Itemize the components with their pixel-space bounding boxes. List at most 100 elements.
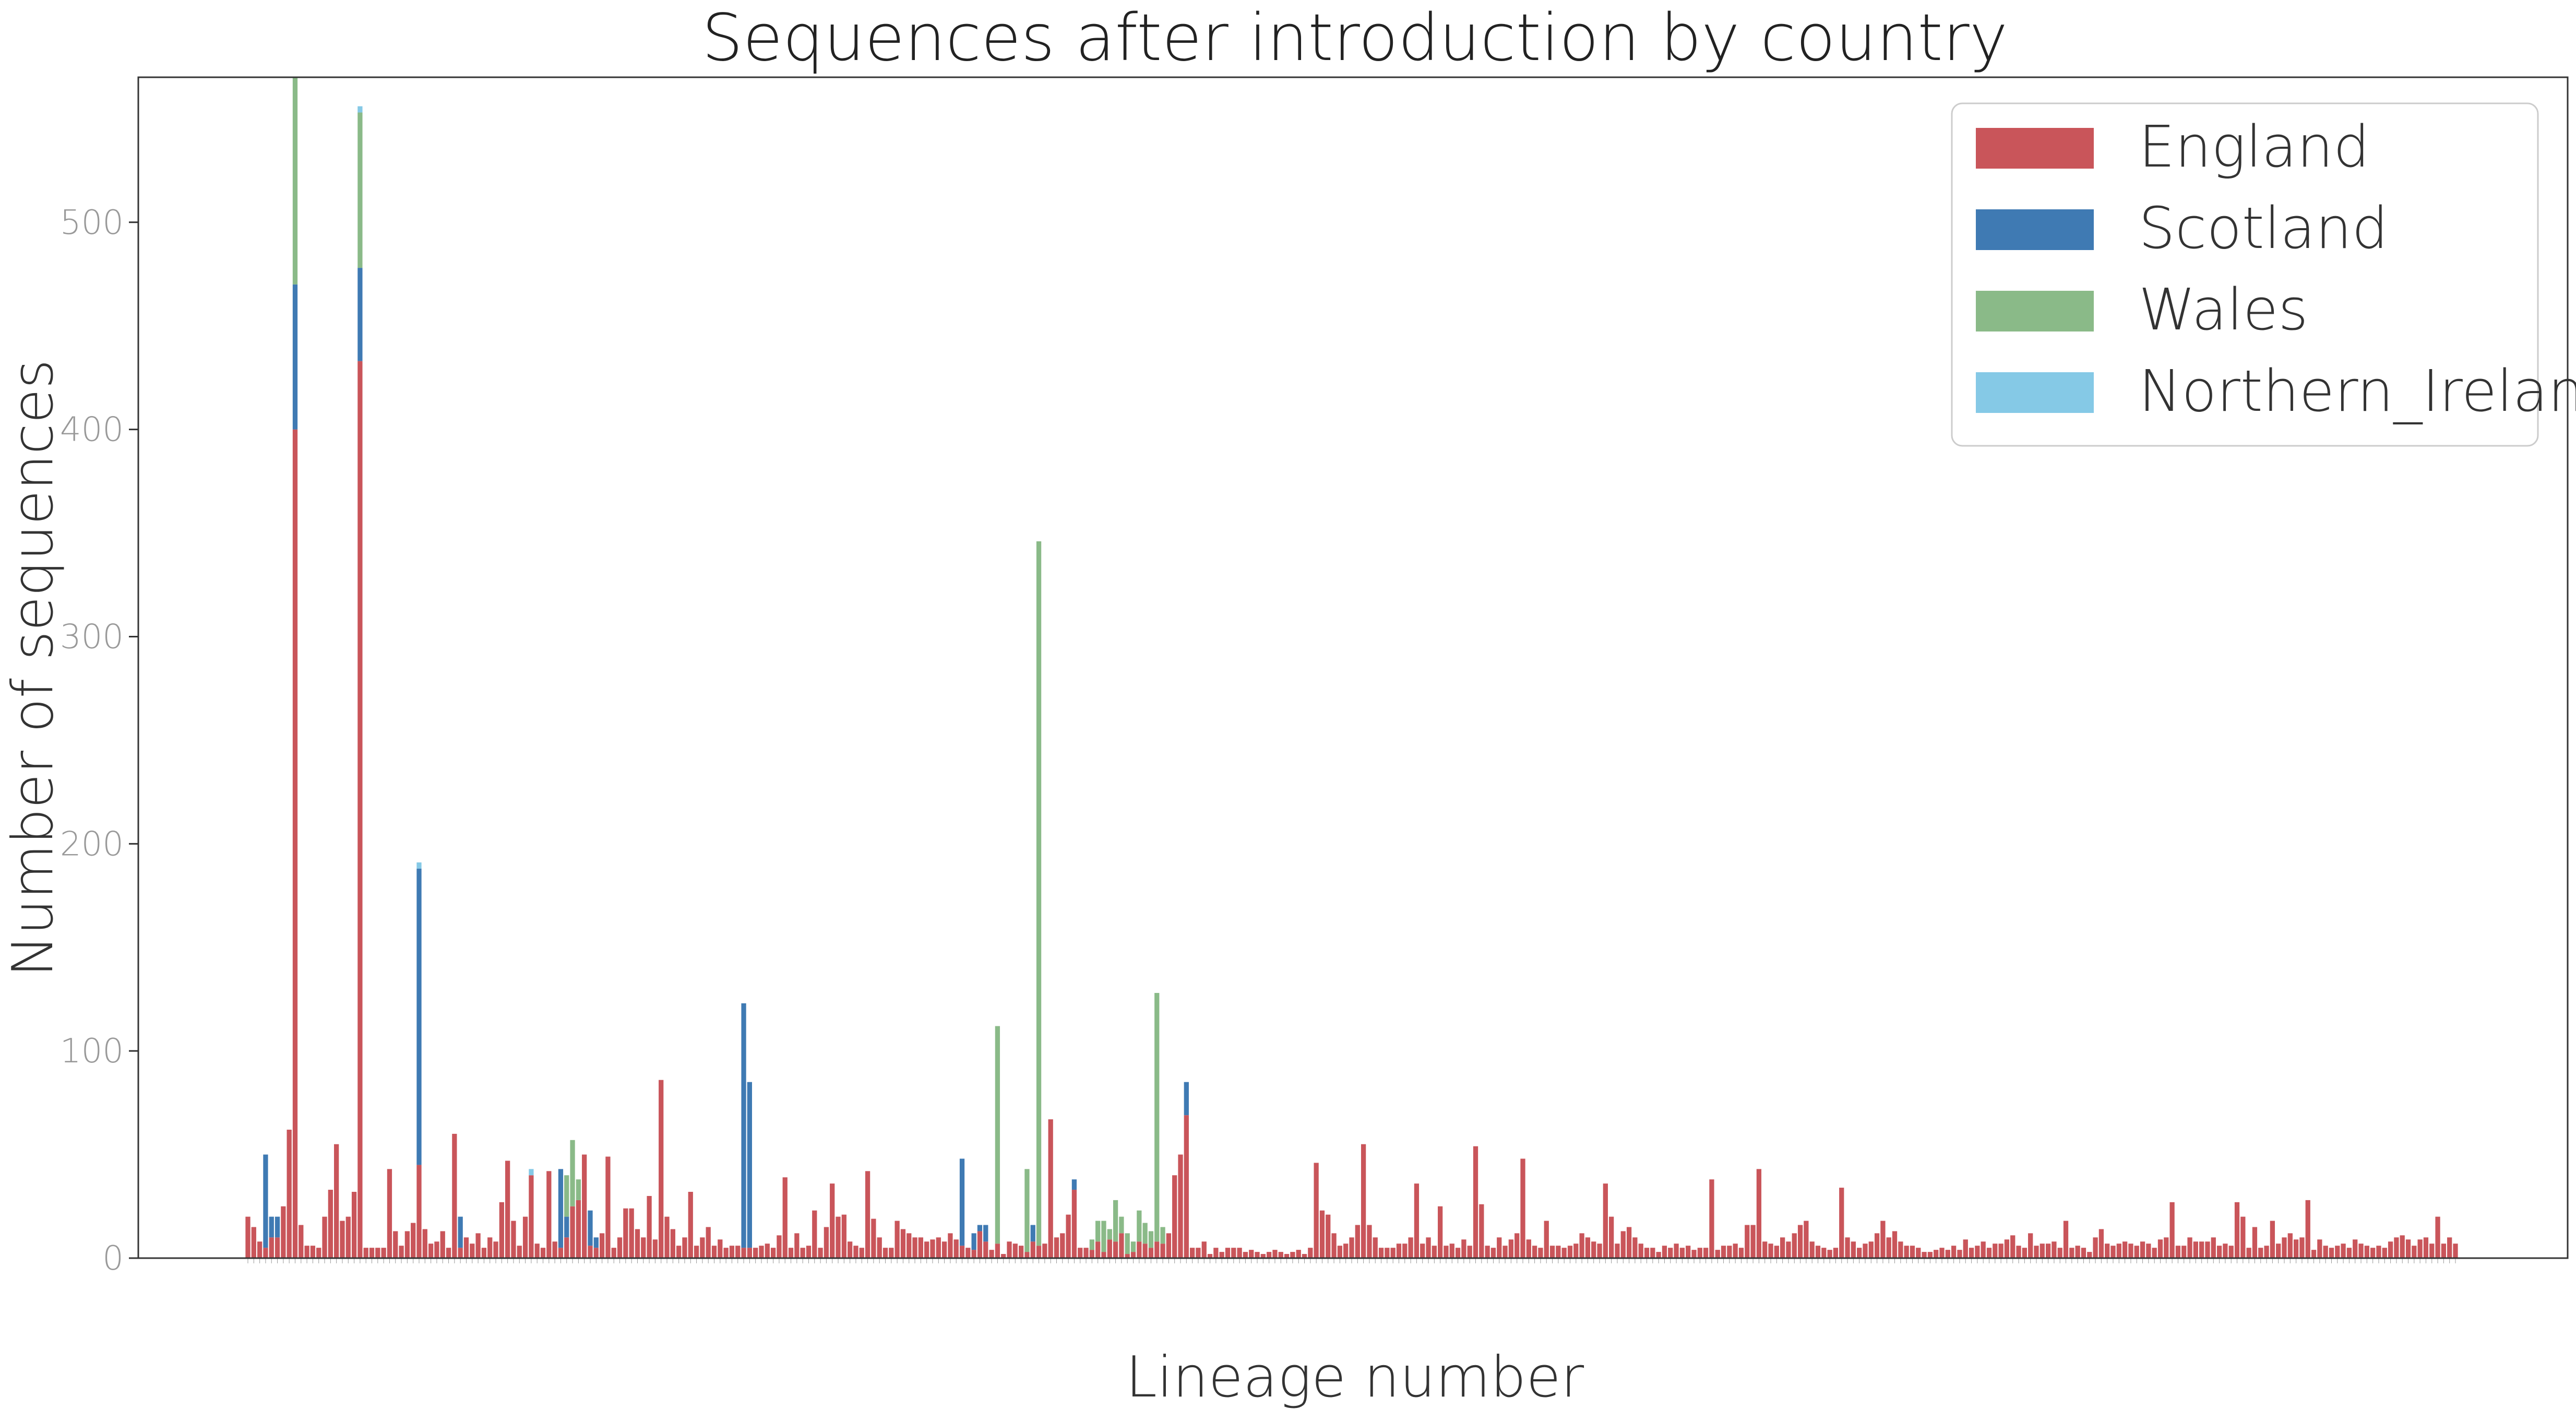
bar-segment-england [310, 1246, 316, 1258]
bar-segment-england [1213, 1248, 1219, 1258]
bar-segment-england [499, 1202, 504, 1258]
bar-segment-england [853, 1246, 858, 1258]
bar-segment-england [1066, 1214, 1071, 1258]
bar-segment-england [2022, 1248, 2027, 1258]
bar-segment-england [2264, 1246, 2269, 1258]
bar-segment-england [1620, 1231, 1626, 1258]
bar-segment-england [2394, 1237, 2399, 1258]
bar-segment-england [2069, 1248, 2074, 1258]
bar-segment-scotland [1184, 1082, 1189, 1116]
bar-segment-england [735, 1246, 741, 1258]
bar-segment-england [564, 1237, 569, 1258]
bar-segment-england [2164, 1237, 2169, 1258]
bar-segment-england [1502, 1246, 1508, 1258]
bar-segment-england [1886, 1237, 1891, 1258]
bar-segment-scotland [558, 1169, 564, 1248]
bar-segment-england [381, 1248, 386, 1258]
bar-segment-england [1874, 1233, 1880, 1258]
bar-segment-england [1703, 1248, 1709, 1258]
bar-segment-england [1922, 1252, 1927, 1258]
bar-segment-wales [1036, 541, 1042, 1246]
bar-segment-england [830, 1183, 835, 1258]
bar-segment-wales [1113, 1200, 1118, 1242]
bar-segment-england [647, 1195, 652, 1258]
bar-segment-england [1768, 1244, 1773, 1258]
bar-segment-england [1166, 1233, 1172, 1258]
bar-segment-scotland [741, 1003, 746, 1248]
bar-segment-england [2370, 1248, 2376, 1258]
bar-segment-england [871, 1218, 876, 1258]
bar-segment-england [1290, 1252, 1295, 1258]
bar-segment-england [304, 1246, 309, 1258]
bar-segment-england [706, 1227, 711, 1258]
bar-segment-england [363, 1248, 368, 1258]
bar-segment-england [2252, 1227, 2258, 1258]
bar-segment-england [1986, 1248, 1992, 1258]
bar-segment-england [1125, 1254, 1130, 1258]
bar-segment-england [529, 1175, 534, 1258]
bar-segment-england [2152, 1248, 2157, 1258]
bar-segment-england [2075, 1246, 2080, 1258]
bar-segment-northern-ireland [357, 106, 363, 113]
bar-segment-england [676, 1246, 682, 1258]
bar-segment-scotland [269, 1216, 274, 1238]
bar-segment-england [659, 1080, 664, 1258]
bar-segment-england [989, 1250, 994, 1258]
bar-segment-england [2146, 1244, 2151, 1258]
bar-segment-england [1945, 1250, 1950, 1258]
bar-segment-england [1048, 1119, 1053, 1258]
bar-segment-england [245, 1216, 251, 1258]
bar-segment-england [953, 1239, 959, 1258]
bar-segment-england [1396, 1244, 1402, 1258]
bar-segment-england [2193, 1241, 2198, 1258]
bar-segment-england [517, 1246, 522, 1258]
bar-segment-england [1715, 1250, 1720, 1258]
bar-segment-scotland [1071, 1179, 1077, 1190]
bar-segment-england [818, 1248, 823, 1258]
bar-segment-england [1160, 1244, 1165, 1258]
bar-segment-england [1225, 1248, 1231, 1258]
bar-segment-england [741, 1248, 746, 1258]
bar-segment-england [2187, 1237, 2192, 1258]
bar-segment-england [1508, 1239, 1514, 1258]
bar-segment-england [357, 361, 363, 1258]
bar-segment-england [2116, 1244, 2121, 1258]
bar-segment-england [924, 1241, 929, 1258]
bar-segment-england [487, 1237, 493, 1258]
bar-segment-scotland [357, 268, 363, 361]
bar-segment-england [1839, 1188, 1844, 1258]
bar-segment-england [1302, 1254, 1307, 1258]
bar-segment-england [1219, 1252, 1224, 1258]
bar-segment-england [670, 1229, 675, 1258]
bar-segment-england [2052, 1241, 2057, 1258]
bar-segment-england [812, 1210, 817, 1258]
bar-segment-england [540, 1248, 546, 1258]
bar-segment-england [2181, 1246, 2187, 1258]
bar-segment-england [1963, 1239, 1968, 1258]
legend-frame [1951, 102, 2539, 447]
bar-segment-england [2388, 1241, 2393, 1258]
bar-segment-wales [1119, 1216, 1124, 1234]
bar-segment-england [995, 1244, 1000, 1258]
bar-segment-england [1390, 1248, 1396, 1258]
bar-segment-england [1438, 1206, 1443, 1258]
bar-segment-england [1981, 1241, 1986, 1258]
bar-segment-england [895, 1221, 900, 1258]
bar-segment-england [2317, 1239, 2322, 1258]
bar-segment-england [2287, 1233, 2293, 1258]
bar-segment-england [1833, 1248, 1839, 1258]
bar-segment-england [2382, 1248, 2387, 1258]
bar-segment-england [1154, 1241, 1160, 1258]
legend-swatch-wales [1976, 291, 2094, 331]
bar-segment-england [1603, 1183, 1608, 1258]
bar-segment-england [729, 1246, 735, 1258]
bar-segment-wales [1137, 1210, 1142, 1242]
bar-segment-england [859, 1248, 864, 1258]
bar-segment-england [1343, 1244, 1349, 1258]
bar-segment-england [635, 1229, 640, 1258]
bar-segment-wales [1107, 1229, 1112, 1240]
bar-segment-england [1414, 1183, 1420, 1258]
bar-segment-england [907, 1233, 912, 1258]
bar-segment-england [2270, 1221, 2275, 1258]
bar-segment-wales [1024, 1169, 1030, 1252]
